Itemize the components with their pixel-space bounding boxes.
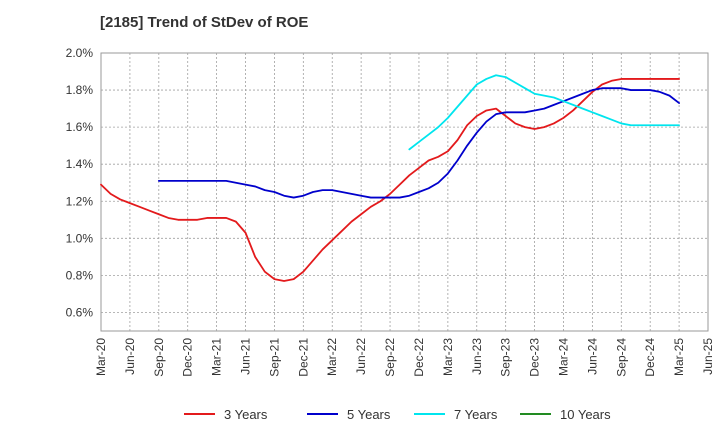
x-tick-label: Sep-24	[614, 338, 628, 377]
y-tick-label: 1.8%	[66, 83, 94, 97]
x-tick-label: Jun-22	[354, 338, 368, 375]
y-tick-label: 0.6%	[66, 305, 94, 319]
grid-layer	[101, 53, 708, 331]
x-tick-label: Mar-21	[210, 338, 224, 376]
x-tick-label: Jun-24	[585, 338, 599, 375]
series-line	[157, 87, 680, 199]
x-tick-label: Mar-22	[325, 338, 339, 376]
x-tick-label: Sep-23	[499, 338, 513, 377]
legend-label: 7 Years	[454, 407, 498, 422]
x-tick-label: Dec-21	[296, 338, 310, 377]
y-tick-label: 2.0%	[66, 46, 94, 60]
x-tick-label: Dec-20	[181, 338, 195, 377]
y-tick-label: 1.0%	[66, 231, 94, 245]
x-tick-label: Mar-24	[556, 338, 570, 376]
x-tick-label: Jun-23	[470, 338, 484, 375]
legend-label: 5 Years	[347, 407, 391, 422]
x-tick-label: Mar-25	[672, 338, 686, 376]
x-tick-label: Dec-23	[528, 338, 542, 377]
x-tick-label: Sep-22	[383, 338, 397, 377]
y-tick-label: 1.6%	[66, 120, 94, 134]
legend: 3 Years 5 Years 7 Years 10 Years	[184, 407, 611, 422]
x-tick-label: Jun-21	[239, 338, 253, 375]
y-tick-label: 0.8%	[66, 268, 94, 282]
x-tick-label: Mar-23	[441, 338, 455, 376]
x-tick-label: Sep-20	[152, 338, 166, 377]
axis-layer: 0.6% 0.8% 1.0% 1.2% 1.4% 1.6% 1.8% 2.0% Mar-20 Ju…	[66, 46, 715, 377]
chart-title: [2185] Trend of StDev of ROE	[100, 14, 309, 31]
y-tick-label: 1.4%	[66, 157, 94, 171]
legend-label: 10 Years	[560, 407, 611, 422]
y-tick-label: 1.2%	[66, 194, 94, 208]
series-line	[408, 74, 680, 151]
x-tick-label: Dec-22	[412, 338, 426, 377]
x-tick-label: Dec-24	[643, 338, 657, 377]
x-tick-label: Jun-25	[701, 338, 715, 375]
legend-label: 3 Years	[224, 407, 268, 422]
x-tick-label: Jun-20	[123, 338, 137, 375]
series-layer	[100, 74, 680, 282]
series-line	[100, 78, 680, 282]
x-tick-label: Sep-21	[267, 338, 281, 377]
plot-area	[100, 52, 709, 332]
x-tick-label: Mar-20	[94, 338, 108, 376]
